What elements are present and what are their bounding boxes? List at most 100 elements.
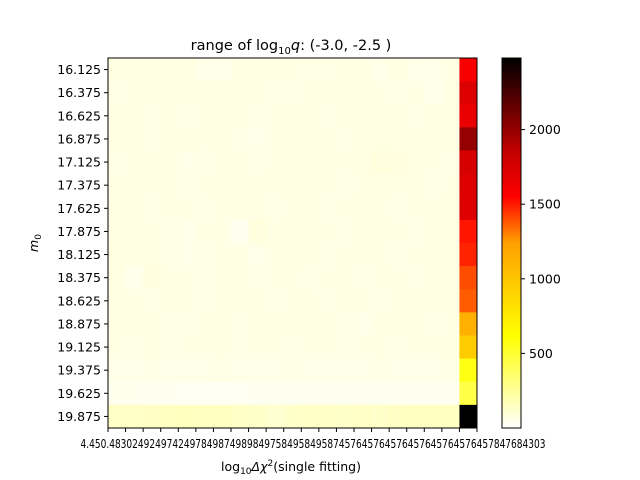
heatmap-cell xyxy=(318,289,337,313)
heatmap-cell xyxy=(389,219,408,244)
colorbar-tick-label: 1500 xyxy=(529,197,561,212)
heatmap-cell xyxy=(195,196,214,221)
heatmap-cell xyxy=(125,243,144,267)
heatmap-cell xyxy=(406,104,425,128)
heatmap-cell xyxy=(424,81,443,105)
heatmap-cell xyxy=(389,243,408,267)
heatmap-cell xyxy=(143,312,162,336)
heatmap-cell xyxy=(195,266,214,290)
heatmap-cell xyxy=(336,289,355,313)
heatmap-cell xyxy=(143,104,162,128)
heatmap-cell xyxy=(178,104,197,128)
heatmap-cell xyxy=(459,381,478,406)
colorbar-tick-label: 500 xyxy=(529,346,553,361)
heatmap-cell xyxy=(318,381,337,406)
heatmap-cell xyxy=(108,289,126,313)
heatmap-cell xyxy=(231,335,249,360)
heatmap-cell xyxy=(195,335,214,360)
heatmap-cell xyxy=(354,219,372,244)
heatmap-cell xyxy=(160,358,179,383)
chart-title: range of log10q: (-3.0, -2.5 ) xyxy=(191,38,392,57)
x-axis-label: log10Δχ2(single fitting) xyxy=(221,459,361,477)
heatmap-cell xyxy=(336,219,355,244)
heatmap-cell xyxy=(283,104,302,128)
heatmap-cell xyxy=(231,104,249,128)
heatmap-cell xyxy=(125,266,144,290)
heatmap-cell xyxy=(389,312,408,336)
heatmap-cell xyxy=(406,81,425,105)
heatmap-cell xyxy=(195,127,214,151)
heatmap-cell xyxy=(266,81,285,105)
heatmap-cell xyxy=(143,81,162,105)
y-tick-label: 18.625 xyxy=(57,293,101,308)
heatmap-cell xyxy=(459,219,478,244)
y-tick-label: 16.375 xyxy=(57,85,101,100)
heatmap-cell xyxy=(424,358,443,383)
heatmap-cell xyxy=(441,150,460,175)
heatmap-cell xyxy=(125,58,144,82)
heatmap-cell xyxy=(108,404,126,429)
heatmap-cell xyxy=(178,58,197,82)
heatmap-cell xyxy=(178,219,197,244)
heatmap-cell xyxy=(459,196,478,221)
y-tick-label: 19.375 xyxy=(57,363,101,378)
heatmap-cell xyxy=(354,381,372,406)
heatmap-cell xyxy=(441,381,460,406)
heatmap-cell xyxy=(336,104,355,128)
heatmap-cell xyxy=(318,81,337,105)
heatmap-cell xyxy=(441,289,460,313)
heatmap-cell xyxy=(231,289,249,313)
heatmap-cell xyxy=(318,104,337,128)
heatmap-cell xyxy=(336,404,355,429)
title-suffix: : (-3.0, -2.5 ) xyxy=(300,38,391,54)
heatmap-cell xyxy=(406,335,425,360)
heatmap-cell xyxy=(406,127,425,151)
heatmap-cell xyxy=(336,243,355,267)
heatmap-cell xyxy=(266,289,285,313)
heatmap-cell xyxy=(336,335,355,360)
heatmap-cell xyxy=(248,58,267,82)
heatmap-cell xyxy=(318,127,337,151)
heatmap-cell xyxy=(354,289,372,313)
heatmap-cell xyxy=(354,58,372,82)
heatmap-cell xyxy=(231,127,249,151)
heatmap-cell xyxy=(318,312,337,336)
heatmap-cell xyxy=(424,335,443,360)
heatmap-cell xyxy=(125,312,144,336)
heatmap-cell xyxy=(389,266,408,290)
y-tick-label: 19.875 xyxy=(57,409,101,424)
heatmap-cell xyxy=(354,81,372,105)
heatmap-cell xyxy=(406,219,425,244)
heatmap-cell xyxy=(389,381,408,406)
heatmap-cell xyxy=(143,219,162,244)
heatmap-cell xyxy=(371,404,390,429)
heatmap-cell xyxy=(108,312,126,336)
heatmap-cell xyxy=(160,243,179,267)
heatmap-cell xyxy=(195,289,214,313)
heatmap-cell xyxy=(195,173,214,198)
heatmap-cell xyxy=(354,266,372,290)
heatmap-cell xyxy=(213,266,232,290)
heatmap-cell xyxy=(301,335,320,360)
heatmap-cell xyxy=(389,81,408,105)
heatmap-cell xyxy=(371,358,390,383)
heatmap-cell xyxy=(248,219,267,244)
heatmap-cell xyxy=(406,289,425,313)
heatmap-cell xyxy=(108,266,126,290)
heatmap-cell xyxy=(371,173,390,198)
heatmap-cell xyxy=(318,173,337,198)
heatmap-cell xyxy=(178,173,197,198)
heatmap-cell xyxy=(213,58,232,82)
heatmap-cell xyxy=(248,196,267,221)
heatmap-cell xyxy=(108,358,126,383)
heatmap-cell xyxy=(195,404,214,429)
heatmap-cell xyxy=(406,196,425,221)
heatmap-cell xyxy=(160,312,179,336)
heatmap-cell xyxy=(283,404,302,429)
heatmap-cell xyxy=(336,381,355,406)
heatmap-cell xyxy=(143,58,162,82)
heatmap-cell xyxy=(424,150,443,175)
heatmap-cell xyxy=(231,150,249,175)
heatmap-cell xyxy=(195,104,214,128)
heatmap-cell xyxy=(371,81,390,105)
